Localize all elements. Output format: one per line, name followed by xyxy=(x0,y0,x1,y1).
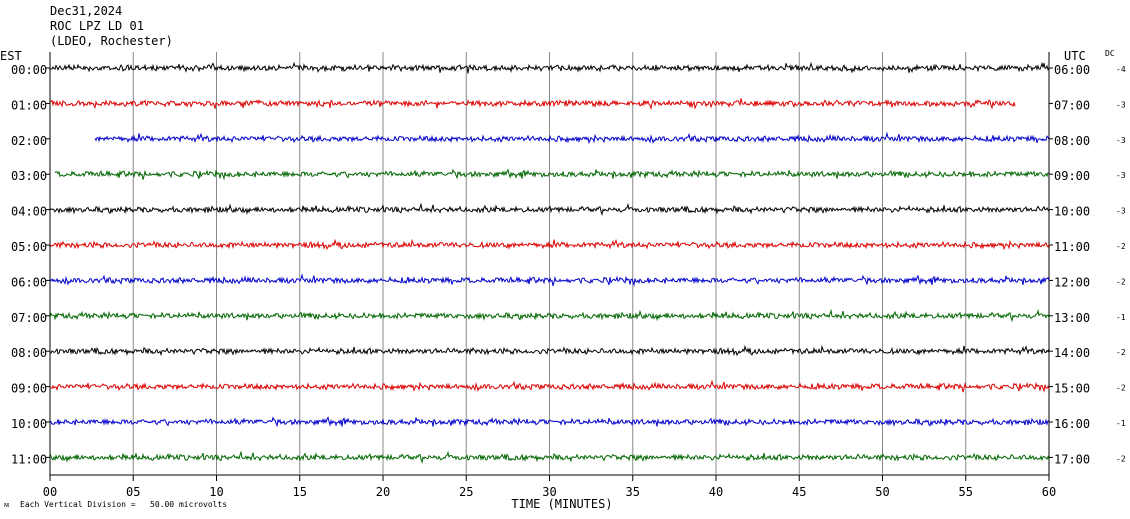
row-time-label-est: 09:00 xyxy=(11,382,47,396)
row-time-label-utc: 11:00 xyxy=(1054,240,1090,254)
x-axis-title: TIME (MINUTES) xyxy=(511,497,612,511)
row-time-label-est: 11:00 xyxy=(11,452,47,466)
row-dc-offset: -1 xyxy=(1116,313,1126,322)
seismic-trace xyxy=(94,131,1050,145)
row-dc-offset: -2 xyxy=(1116,277,1126,286)
corner-mark: ᴍ xyxy=(4,500,10,509)
row-dc-offset: -1 xyxy=(1116,419,1126,428)
x-tick-label: 40 xyxy=(709,485,723,499)
row-time-label-utc: 08:00 xyxy=(1054,134,1090,148)
seismic-trace xyxy=(50,344,1050,357)
row-time-label-est: 06:00 xyxy=(11,275,47,289)
x-tick-label: 35 xyxy=(626,485,640,499)
row-time-label-est: 01:00 xyxy=(11,98,47,112)
row-time-label-est: 04:00 xyxy=(11,205,47,219)
row-time-label-est: 08:00 xyxy=(11,346,47,360)
row-dc-offset: -3 xyxy=(1116,100,1126,109)
row-time-label-utc: 09:00 xyxy=(1054,169,1090,183)
seismic-trace xyxy=(49,416,1050,428)
row-time-label-utc: 16:00 xyxy=(1054,417,1090,431)
row-time-label-utc: 07:00 xyxy=(1054,98,1090,112)
row-time-label-est: 07:00 xyxy=(11,311,47,325)
seismic-trace xyxy=(49,238,1050,251)
vertical-division-footnote: Each Vertical Division = 50.00 microvolt… xyxy=(20,500,228,509)
row-dc-offset: -2 xyxy=(1116,454,1126,463)
seismic-trace xyxy=(49,450,1050,464)
row-time-label-est: 03:00 xyxy=(11,169,47,183)
left-timezone-label: EST xyxy=(0,49,22,63)
seismic-trace xyxy=(49,308,1050,323)
x-tick-label: 55 xyxy=(959,485,973,499)
row-dc-offset: -4 xyxy=(1116,65,1126,74)
x-tick-label: 60 xyxy=(1042,485,1056,499)
row-dc-offset: -2 xyxy=(1116,242,1126,251)
row-dc-offset: -3 xyxy=(1116,207,1126,216)
x-tick-label: 45 xyxy=(792,485,806,499)
row-dc-offset: -3 xyxy=(1116,171,1126,180)
x-tick-label: 50 xyxy=(875,485,889,499)
x-tick-label: 30 xyxy=(542,485,556,499)
row-time-label-utc: 10:00 xyxy=(1054,205,1090,219)
seismic-trace xyxy=(49,61,1050,74)
row-time-label-utc: 15:00 xyxy=(1054,382,1090,396)
row-time-label-utc: 14:00 xyxy=(1054,346,1090,360)
row-time-label-est: 05:00 xyxy=(11,240,47,254)
row-dc-offset: -2 xyxy=(1116,348,1126,357)
x-tick-label: 00 xyxy=(43,485,57,499)
right-timezone-label: UTC xyxy=(1064,49,1086,63)
row-dc-offset: -2 xyxy=(1116,384,1126,393)
seismic-trace xyxy=(49,202,1050,217)
network-label: (LDEO, Rochester) xyxy=(50,34,173,48)
x-tick-label: 10 xyxy=(209,485,223,499)
row-dc-offset: -3 xyxy=(1116,136,1126,145)
x-tick-label: 20 xyxy=(376,485,390,499)
row-time-label-utc: 17:00 xyxy=(1054,452,1090,466)
x-tick-label: 05 xyxy=(126,485,140,499)
station-label: ROC LPZ LD 01 xyxy=(50,19,144,33)
row-time-label-est: 00:00 xyxy=(11,63,47,77)
date-label: Dec31,2024 xyxy=(50,4,123,18)
seismic-trace xyxy=(49,379,1050,393)
row-time-label-utc: 12:00 xyxy=(1054,275,1090,289)
x-tick-label: 15 xyxy=(293,485,307,499)
seismic-trace xyxy=(54,168,1050,181)
x-tick-label: 25 xyxy=(459,485,473,499)
seismic-trace xyxy=(49,98,1016,111)
row-time-label-utc: 13:00 xyxy=(1054,311,1090,325)
row-time-label-est: 02:00 xyxy=(11,134,47,148)
dc-header-label: DC xyxy=(1105,49,1115,58)
row-time-label-est: 10:00 xyxy=(11,417,47,431)
seismic-trace xyxy=(49,273,1050,287)
row-time-label-utc: 06:00 xyxy=(1054,63,1090,77)
